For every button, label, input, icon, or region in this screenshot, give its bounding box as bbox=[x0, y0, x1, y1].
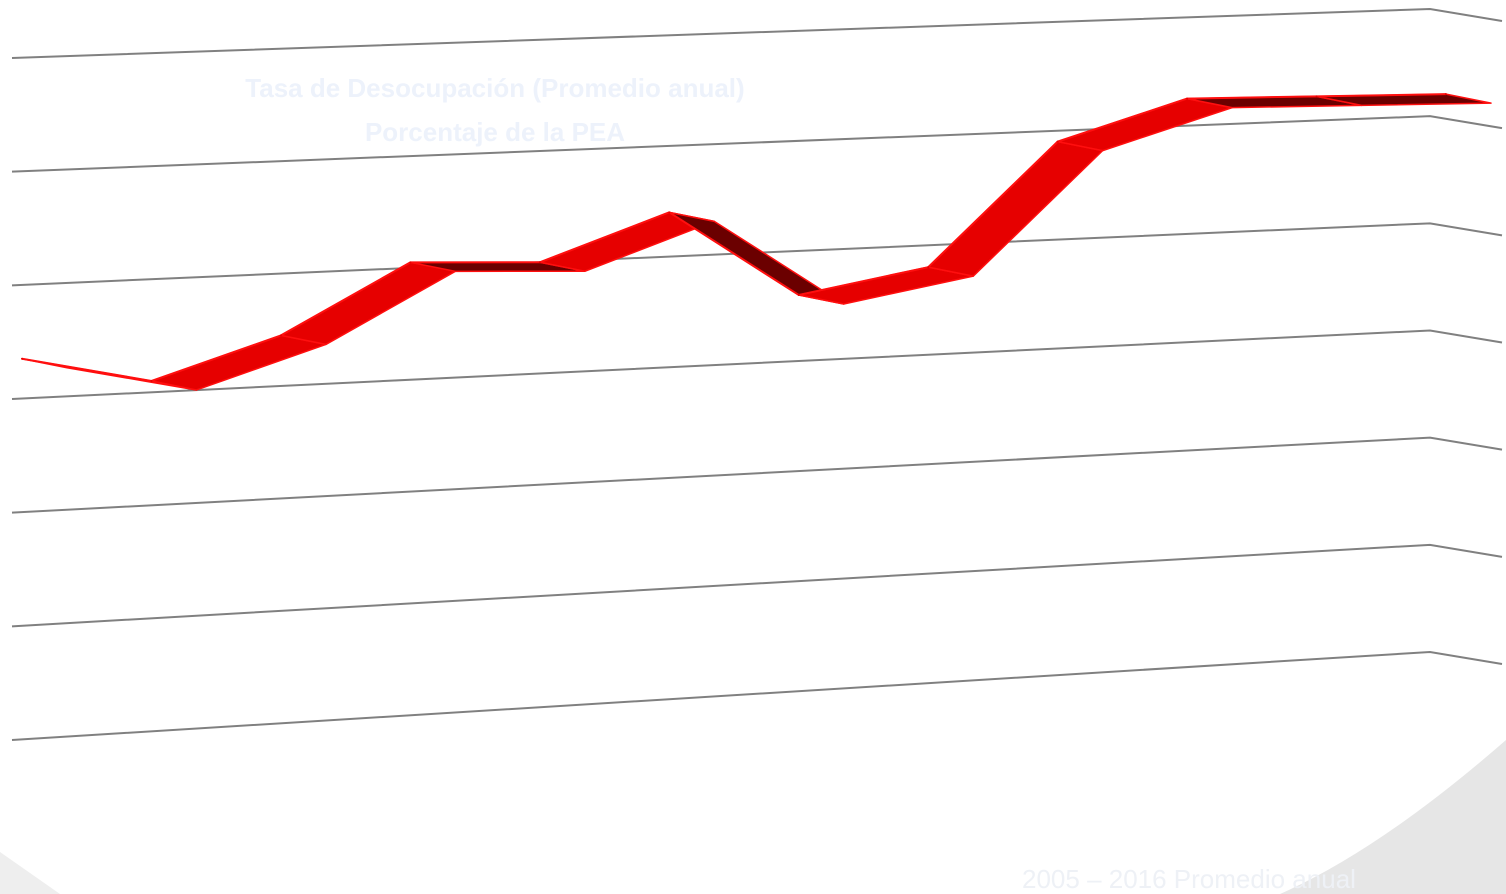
data-point-2 bbox=[150, 379, 153, 382]
series-segment-7 bbox=[797, 266, 974, 305]
data-point-11 bbox=[1315, 95, 1318, 98]
data-point-1 bbox=[21, 357, 23, 360]
data-point-9 bbox=[1056, 140, 1059, 143]
footer-period-label: 2005 – 2016 Promedio anual bbox=[1022, 864, 1356, 894]
series-segment-2 bbox=[150, 334, 327, 391]
background-shape-right bbox=[1280, 740, 1506, 894]
chart-subtitle: Porcentaje de la PEA bbox=[365, 117, 625, 147]
gridline bbox=[11, 436, 1503, 514]
data-point-7 bbox=[797, 293, 800, 296]
data-point-5 bbox=[538, 261, 541, 264]
background-shape-left bbox=[0, 852, 60, 894]
data-series-ribbon bbox=[21, 93, 1492, 391]
data-point-8 bbox=[927, 266, 930, 269]
gridline bbox=[11, 650, 1503, 741]
gridline bbox=[11, 115, 1503, 173]
gridline bbox=[11, 543, 1503, 628]
gridline bbox=[11, 329, 1503, 400]
chart-title: Tasa de Desocupación (Promedio anual) bbox=[245, 73, 744, 103]
series-segment-3 bbox=[280, 261, 457, 346]
gridline bbox=[11, 7, 1503, 59]
series-line-top-edge bbox=[21, 93, 1447, 382]
data-point-4 bbox=[409, 261, 412, 264]
data-point-12 bbox=[1445, 93, 1447, 96]
data-point-6 bbox=[668, 211, 671, 214]
data-point-10 bbox=[1186, 97, 1189, 100]
series-segment-8 bbox=[927, 140, 1104, 277]
data-point-3 bbox=[279, 334, 282, 337]
